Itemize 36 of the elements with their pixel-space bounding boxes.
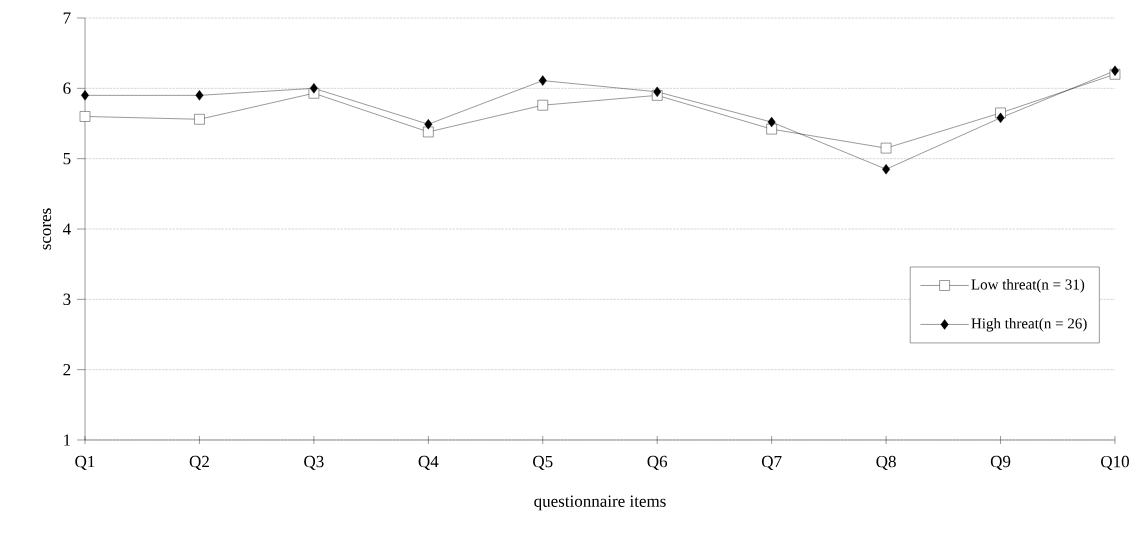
point: [537, 100, 548, 111]
y-tick-label: 6: [63, 82, 71, 95]
x-tick-label: Q7: [761, 455, 782, 470]
legend-label: Low threat(n = 31): [971, 279, 1085, 293]
point: [882, 164, 891, 175]
point: [195, 90, 204, 101]
y-tick-label: 7: [63, 12, 71, 24]
x-tick-label: Q9: [990, 455, 1011, 470]
x-tick-label: Q5: [533, 455, 553, 470]
x-tick-label: Q3: [304, 455, 324, 470]
x-tick-label: Q10: [1101, 455, 1129, 470]
point: [309, 83, 318, 94]
point: [880, 142, 892, 154]
x-tick-label: Q4: [418, 455, 439, 470]
y-tick-label: 4: [62, 223, 71, 235]
point: [79, 111, 91, 122]
y-axis-title: scores: [42, 208, 52, 250]
point: [423, 126, 434, 138]
point: [538, 75, 547, 86]
x-tick-label: Q2: [189, 455, 209, 470]
legend-label: High threat(n = 26): [971, 317, 1087, 332]
point: [194, 114, 205, 125]
point: [424, 119, 433, 130]
point: [1111, 65, 1119, 76]
y-tick-label: 5: [63, 153, 71, 165]
point: [81, 90, 89, 101]
point: [653, 86, 662, 98]
y-tick-label: 3: [63, 293, 71, 306]
x-axis-title: questionnaire items: [534, 495, 666, 511]
y-tick-label: 2: [63, 364, 71, 376]
point: [996, 112, 1005, 124]
y-tick-label: 1: [64, 434, 71, 446]
point: [767, 116, 776, 128]
x-tick-label: Q1: [75, 455, 95, 470]
x-tick-label: Q8: [876, 455, 896, 470]
x-tick-label: Q6: [647, 455, 668, 470]
